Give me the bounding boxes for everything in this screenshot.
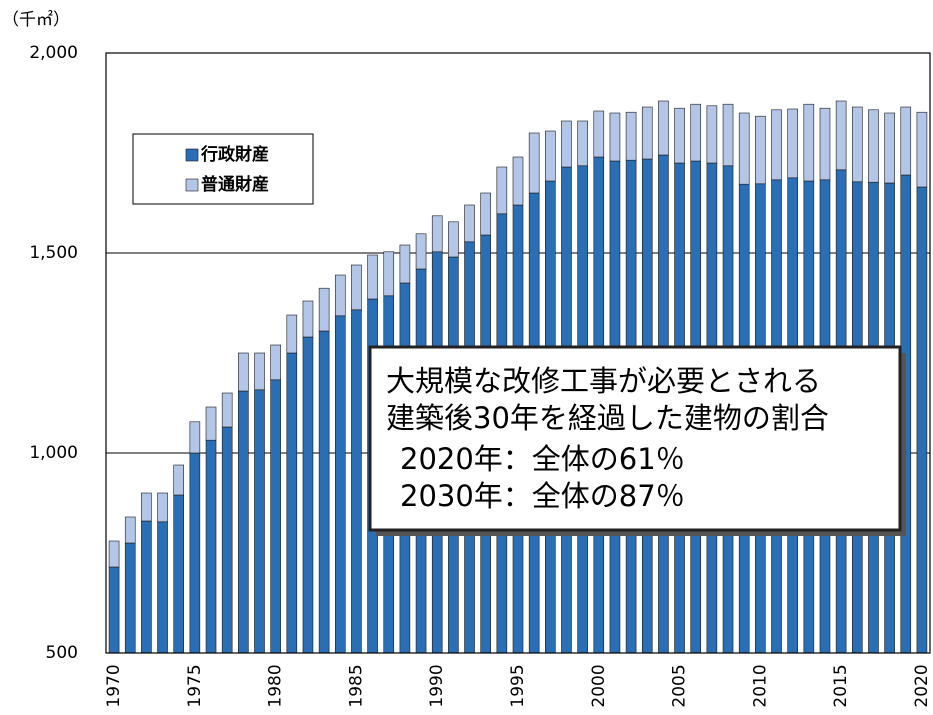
bar-segment xyxy=(351,264,362,311)
x-tick-label: 1990 xyxy=(427,664,447,707)
bar-segment xyxy=(157,521,168,654)
x-tick-label: 2010 xyxy=(750,664,770,707)
bar-segment xyxy=(641,106,653,160)
y-tick-label: 1,000 xyxy=(29,443,78,463)
bar-segment xyxy=(124,542,136,654)
x-tick-label: 1975 xyxy=(185,664,205,707)
bar-segment xyxy=(286,314,298,354)
bar-segment xyxy=(173,464,185,496)
annotation-line: 大規模な改修工事が必要とされる xyxy=(386,364,821,398)
bar-segment xyxy=(108,566,120,654)
bar-segment xyxy=(334,274,346,317)
bar-segment xyxy=(173,494,185,654)
bar-segment xyxy=(415,233,427,270)
bar-segment xyxy=(124,516,136,544)
x-tick-label: 1995 xyxy=(508,664,528,707)
x-tick-label: 2020 xyxy=(912,664,932,707)
bar-segment xyxy=(108,540,120,568)
bar-segment xyxy=(351,309,362,654)
bar-segment xyxy=(674,107,685,164)
x-tick-label: 1980 xyxy=(266,664,286,707)
bar-segment xyxy=(254,389,265,654)
bar-segment xyxy=(512,156,524,206)
bar-segment xyxy=(851,106,863,183)
bar-segment xyxy=(205,439,217,654)
y-axis-unit: （千㎡） xyxy=(2,10,70,30)
bar-segment xyxy=(528,132,540,194)
bar-segment xyxy=(900,106,912,176)
bar-segment xyxy=(141,520,152,654)
bar-segment xyxy=(884,112,895,184)
bar-segment xyxy=(254,352,265,391)
annotation-line: 2030年：全体の87％ xyxy=(400,479,685,513)
annotation-line: 建築後30年を経過した建物の割合 xyxy=(386,401,829,435)
bar-segment xyxy=(722,103,734,167)
bar-segment xyxy=(270,344,281,381)
bar-segment xyxy=(916,111,928,188)
plot-frame xyxy=(105,52,931,654)
legend-swatch xyxy=(185,148,199,162)
x-tick-label: 2005 xyxy=(670,664,690,707)
bar-segment xyxy=(561,120,572,168)
bar-segment xyxy=(431,215,443,253)
bar-segment xyxy=(771,109,782,181)
bar-segment xyxy=(334,315,346,654)
bar-segment xyxy=(318,287,330,332)
bar-segment xyxy=(690,103,702,162)
bar-segment xyxy=(916,186,928,654)
bar-segment xyxy=(755,115,766,185)
bar-segment xyxy=(302,336,314,654)
bar-segment xyxy=(318,330,330,654)
bar-segment xyxy=(189,421,201,454)
bar-segment xyxy=(238,352,249,392)
bar-segment xyxy=(302,300,314,338)
bar-segment xyxy=(141,492,152,522)
bar-segment xyxy=(383,251,395,297)
bar-segment xyxy=(819,107,831,181)
y-tick-label: 500 xyxy=(46,643,78,663)
bar-segment xyxy=(448,221,459,258)
bar-segment xyxy=(835,100,847,171)
bar-segment xyxy=(868,109,879,183)
legend-swatch xyxy=(185,178,199,192)
bar-segment xyxy=(658,100,669,156)
bar-segment xyxy=(238,390,249,654)
bar-segment xyxy=(625,111,637,161)
bar-segment xyxy=(593,110,605,158)
bar-segment xyxy=(496,166,508,215)
bar-segment xyxy=(464,204,475,243)
x-tick-label: 1970 xyxy=(104,664,124,707)
bar-segment xyxy=(157,492,168,523)
x-tick-label: 2000 xyxy=(589,664,609,707)
bar-segment xyxy=(286,352,298,654)
legend-box xyxy=(132,133,314,205)
bar-segment xyxy=(189,452,201,654)
bar-segment xyxy=(399,244,411,284)
annotation-box xyxy=(368,345,902,532)
y-tick-label: 2,000 xyxy=(29,43,78,63)
bar-segment xyxy=(803,103,815,182)
bar-segment xyxy=(706,105,718,164)
bar-segment xyxy=(545,130,556,182)
bar-segment xyxy=(480,192,491,236)
bar-segment xyxy=(738,112,750,185)
bar-segment xyxy=(787,108,798,179)
bar-segment xyxy=(221,392,233,428)
bar-segment xyxy=(270,379,281,654)
bar-segment xyxy=(367,254,378,300)
bar-segment xyxy=(609,112,621,162)
bar-segment xyxy=(577,120,588,167)
bar-segment xyxy=(221,426,233,654)
legend-label: 普通財産 xyxy=(201,174,269,195)
x-tick-label: 2015 xyxy=(831,664,851,707)
y-tick-label: 1,500 xyxy=(29,243,78,263)
bar-segment xyxy=(205,406,217,441)
legend-label: 行政財産 xyxy=(200,144,269,165)
x-tick-label: 1985 xyxy=(346,664,366,707)
annotation-line: 2020年：全体の61％ xyxy=(400,442,685,476)
